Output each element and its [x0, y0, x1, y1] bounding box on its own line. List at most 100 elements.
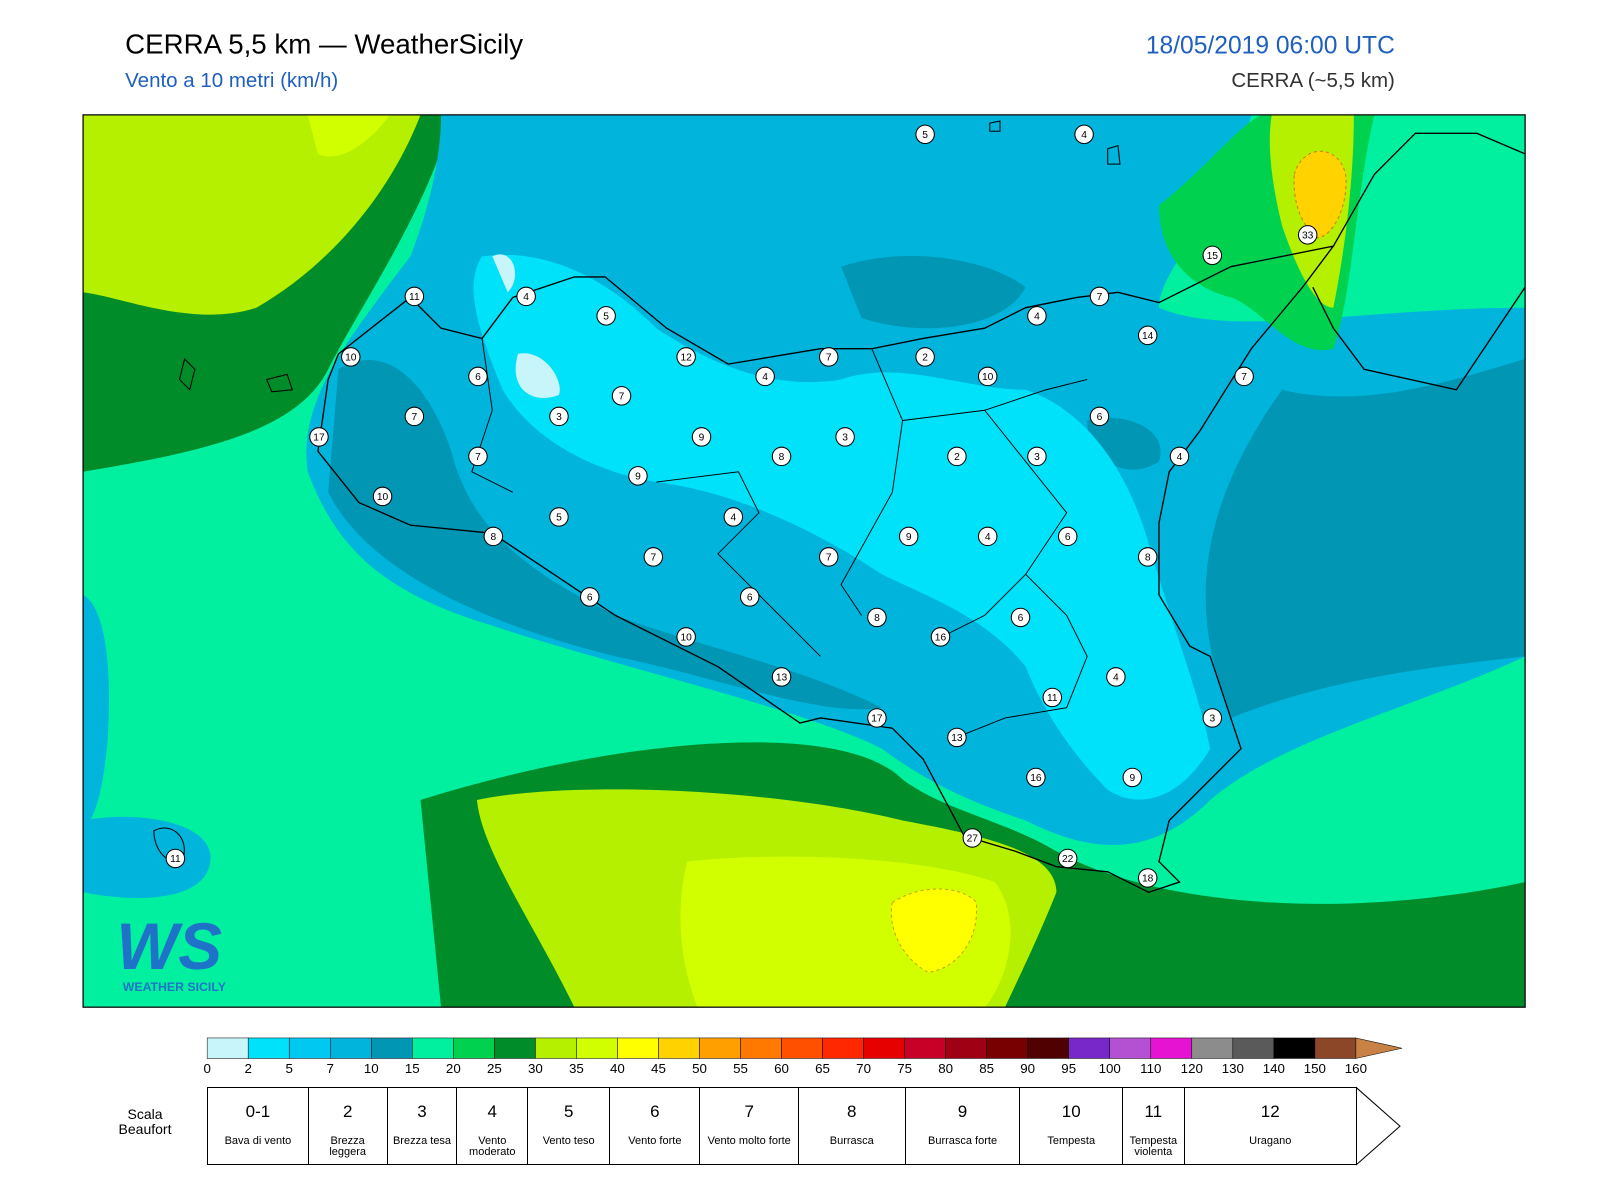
- station-marker: [1234, 366, 1254, 387]
- wind-field: [83, 114, 1526, 1008]
- beaufort-number: 4: [487, 1102, 498, 1121]
- subtitle: Vento a 10 metri (km/h): [125, 69, 338, 92]
- color-box: [1027, 1037, 1069, 1059]
- station-marker: [676, 627, 696, 647]
- color-tick-label: 25: [487, 1061, 502, 1076]
- station: 27: [962, 828, 983, 848]
- station-marker: [1074, 124, 1094, 145]
- station-marker: [1169, 446, 1190, 467]
- color-tick-label: 80: [938, 1061, 953, 1076]
- beaufort-title: Scala Beaufort: [118, 1106, 172, 1137]
- color-tick-label: 0: [203, 1061, 210, 1076]
- station-value: 33: [1302, 231, 1314, 242]
- station-marker: [404, 286, 425, 307]
- station: 9: [691, 427, 712, 447]
- color-box: [699, 1037, 741, 1059]
- station-marker: [915, 347, 935, 367]
- beaufort-level: 7 Vento molto forte: [699, 1087, 799, 1165]
- beaufort-number: 11: [1144, 1102, 1163, 1121]
- station: 7: [818, 547, 839, 567]
- station-marker: [341, 347, 361, 367]
- station-marker: [1137, 868, 1158, 888]
- station-value: 7: [412, 412, 418, 423]
- station: 11: [1042, 687, 1063, 708]
- station-value: 3: [1034, 452, 1040, 463]
- station-marker: [1010, 607, 1031, 628]
- station-value: 4: [1113, 673, 1119, 684]
- color-box: [1150, 1037, 1193, 1059]
- station-value: 4: [1177, 452, 1183, 463]
- color-tick-label: 50: [692, 1061, 707, 1076]
- station-marker: [1027, 446, 1047, 467]
- color-tick-label: 40: [610, 1061, 625, 1076]
- station-marker: [740, 587, 760, 607]
- color-tick-label: 35: [569, 1061, 584, 1076]
- station: 9: [1122, 767, 1143, 788]
- frame: [82, 114, 1526, 1008]
- station: 16: [930, 627, 951, 647]
- color-box: [494, 1037, 536, 1059]
- station: 6: [580, 587, 600, 607]
- color-box: [535, 1037, 577, 1059]
- station-value: 13: [776, 673, 788, 684]
- station-marker: [691, 427, 712, 447]
- station-value: 6: [475, 372, 481, 383]
- station-marker: [1089, 406, 1110, 427]
- station-marker: [1297, 225, 1318, 245]
- beaufort-level: 3 Brezza tesa: [386, 1087, 458, 1165]
- beaufort-level: 8 Burrasca: [797, 1087, 906, 1165]
- beaufort-label: Burrasca: [829, 1135, 874, 1147]
- color-box: [247, 1037, 290, 1059]
- color-tick-label: 65: [815, 1061, 830, 1076]
- station-marker: [643, 547, 664, 567]
- station-value: 5: [922, 130, 928, 141]
- color-box: [412, 1037, 454, 1059]
- beaufort-label: Vento teso: [542, 1135, 595, 1147]
- station-value: 17: [313, 433, 325, 444]
- station-value: 4: [523, 292, 529, 303]
- station-marker: [898, 526, 919, 547]
- color-tick-label: 45: [651, 1061, 666, 1076]
- station-value: 6: [747, 593, 753, 604]
- color-tick-label: 5: [286, 1061, 293, 1076]
- station-value: 9: [906, 532, 912, 543]
- station-value: 12: [680, 353, 692, 364]
- station-marker: [1057, 526, 1078, 547]
- beaufort-label: Vento moderato: [469, 1135, 516, 1158]
- logo-mark: WS: [116, 910, 222, 983]
- color-tick-label: 90: [1020, 1061, 1035, 1076]
- color-tick-label: 85: [979, 1061, 994, 1076]
- beaufort-label: Tempesta violenta: [1129, 1135, 1178, 1158]
- color-tick-label: 60: [774, 1061, 789, 1076]
- station-marker: [628, 466, 648, 486]
- color-tick-label: 100: [1099, 1061, 1121, 1076]
- station-marker: [835, 427, 855, 447]
- station-value: 4: [985, 532, 991, 543]
- station: 17: [867, 708, 887, 728]
- color-box: [329, 1037, 372, 1059]
- station-value: 4: [1081, 130, 1087, 141]
- beaufort-label: Burrasca forte: [927, 1135, 998, 1147]
- color-box: [1068, 1037, 1110, 1059]
- station: 3: [1027, 446, 1047, 467]
- beaufort-level: 12 Uragano: [1183, 1087, 1357, 1165]
- color-box: [1109, 1037, 1152, 1059]
- station-value: 11: [409, 292, 420, 303]
- color-box: [1191, 1037, 1234, 1059]
- beaufort-label: Brezza tesa: [392, 1135, 452, 1147]
- station-value: 15: [1207, 251, 1219, 262]
- station-marker: [947, 446, 967, 467]
- station-marker: [1202, 708, 1223, 728]
- station: 3: [549, 406, 569, 427]
- station-marker: [549, 406, 569, 427]
- color-tick-label: 55: [733, 1061, 748, 1076]
- station-marker: [372, 486, 393, 507]
- color-arrow: [1355, 1037, 1403, 1059]
- station-marker: [867, 607, 887, 628]
- station: 17: [309, 427, 329, 447]
- station: 13: [947, 727, 967, 748]
- color-box: [1232, 1037, 1275, 1059]
- station-marker: [771, 446, 792, 467]
- color-box: [576, 1037, 618, 1059]
- color-tick-label: 150: [1304, 1061, 1326, 1076]
